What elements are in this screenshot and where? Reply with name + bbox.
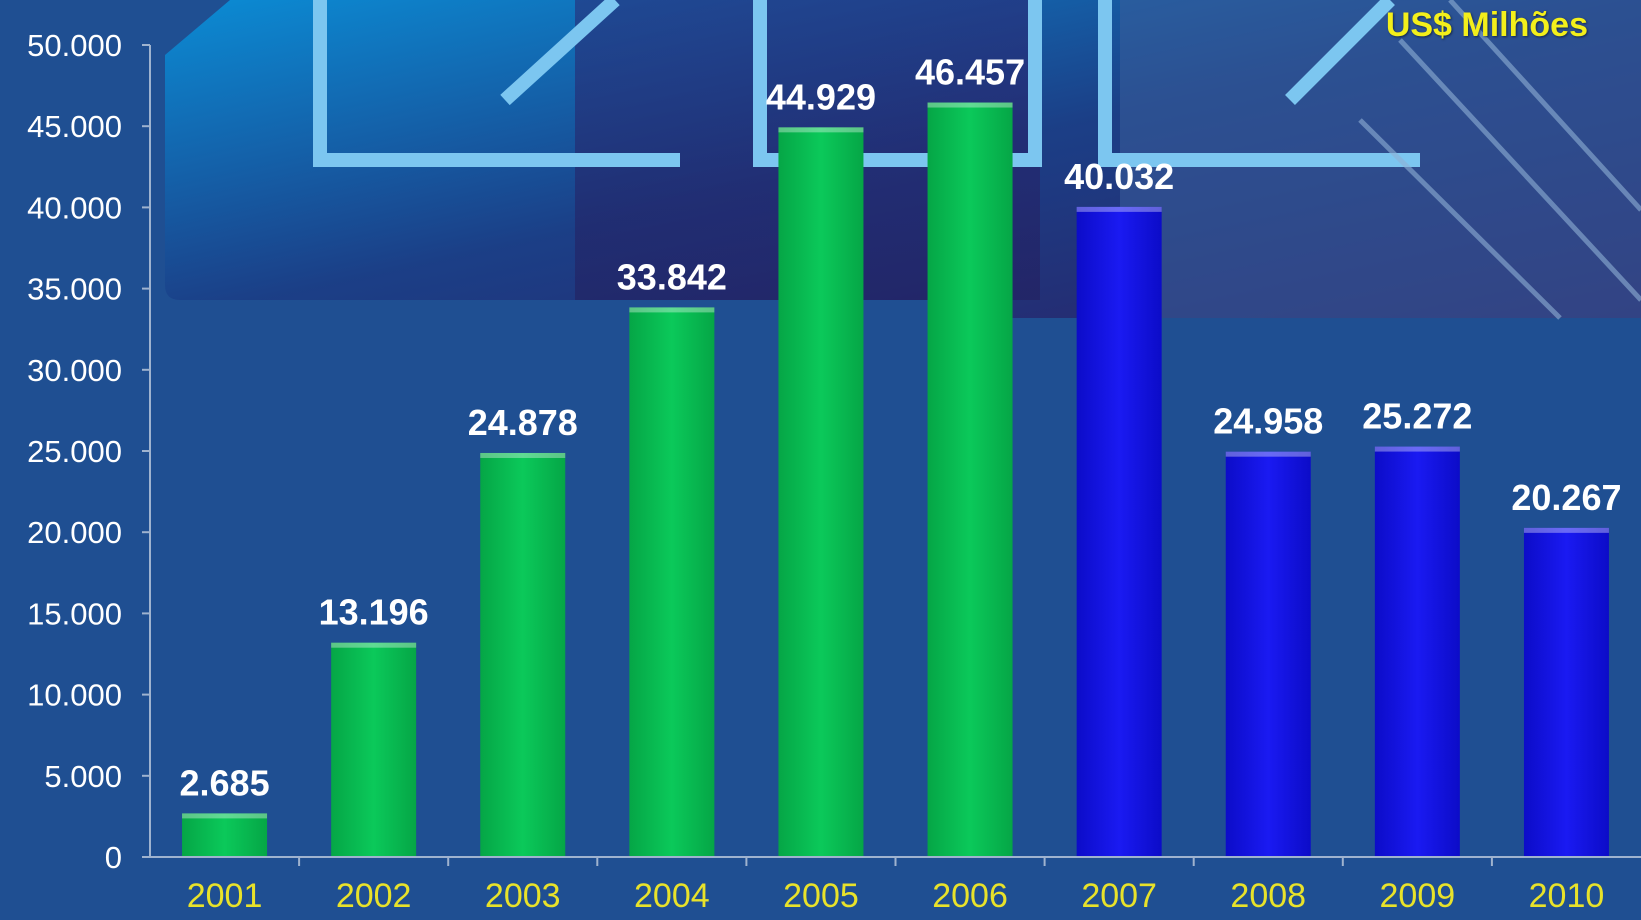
bar-highlight — [1225, 451, 1311, 457]
bar-2001 — [182, 813, 268, 857]
y-tick-label: 10.000 — [27, 678, 122, 713]
bar-value-label: 13.196 — [319, 592, 429, 633]
x-tick-label: 2001 — [187, 877, 263, 915]
bar-highlight — [1076, 206, 1162, 212]
x-axis: 2001 2002 2003 2004 2005 2006 2007 2008 2009 2010 — [150, 856, 1641, 915]
bar-2008 — [1225, 451, 1311, 857]
y-tick-label: 40.000 — [27, 190, 122, 225]
bar-value-label: 25.272 — [1362, 396, 1472, 437]
bar-highlight — [182, 813, 268, 819]
bar-highlight — [927, 102, 1013, 108]
bar-value-label: 40.032 — [1064, 156, 1174, 197]
y-tick-label: 45.000 — [27, 109, 122, 144]
y-tick-label: 15.000 — [27, 596, 122, 631]
bar-2009 — [1374, 446, 1460, 857]
bar-2002 — [331, 642, 417, 857]
bar-2003 — [480, 452, 566, 857]
bars-group: 2.685 13.196 24.878 33.842 44.929 46.457 40.03… — [180, 52, 1622, 858]
y-tick-label: 30.000 — [27, 353, 122, 388]
x-tick-label: 2005 — [783, 877, 859, 915]
x-tick-label: 2009 — [1380, 877, 1456, 915]
y-axis: 0 5.000 10.000 15.000 20.000 25.000 30.000 35.0… — [27, 28, 151, 875]
bar-value-label: 44.929 — [766, 76, 876, 117]
bar-2010 — [1523, 527, 1609, 857]
y-tick-label: 50.000 — [27, 28, 122, 63]
bar-highlight — [1523, 527, 1609, 533]
bar-value-label: 24.878 — [468, 402, 578, 443]
x-tick-label: 2003 — [485, 877, 561, 915]
y-tick-label: 35.000 — [27, 272, 122, 307]
bar-2007 — [1076, 206, 1162, 858]
background-artwork — [165, 0, 1641, 320]
x-tick-label: 2008 — [1230, 877, 1306, 915]
x-tick-label: 2002 — [336, 877, 412, 915]
bar-highlight — [629, 307, 715, 313]
y-tick-label: 0 — [105, 840, 122, 875]
x-tick-label: 2007 — [1081, 877, 1157, 915]
bar-2005 — [778, 127, 864, 858]
x-tick-label: 2010 — [1529, 877, 1605, 915]
unit-label: US$ Milhões — [1385, 6, 1588, 44]
y-tick-label: 20.000 — [27, 515, 122, 550]
bar-2006 — [927, 102, 1013, 857]
x-tick-label: 2006 — [932, 877, 1008, 915]
bar-highlight — [1374, 446, 1460, 452]
bar-value-label: 46.457 — [915, 52, 1025, 93]
bar-highlight — [331, 642, 417, 648]
y-tick-label: 5.000 — [44, 759, 122, 794]
bar-value-label: 20.267 — [1511, 477, 1621, 518]
y-tick-label: 25.000 — [27, 434, 122, 469]
x-tick-label: 2004 — [634, 877, 710, 915]
bar-value-label: 33.842 — [617, 256, 727, 297]
bar-highlight — [480, 452, 566, 458]
bar-highlight — [778, 127, 864, 133]
bar-value-label: 24.958 — [1213, 401, 1323, 442]
bar-value-label: 2.685 — [180, 762, 270, 803]
bar-2004 — [629, 307, 715, 858]
